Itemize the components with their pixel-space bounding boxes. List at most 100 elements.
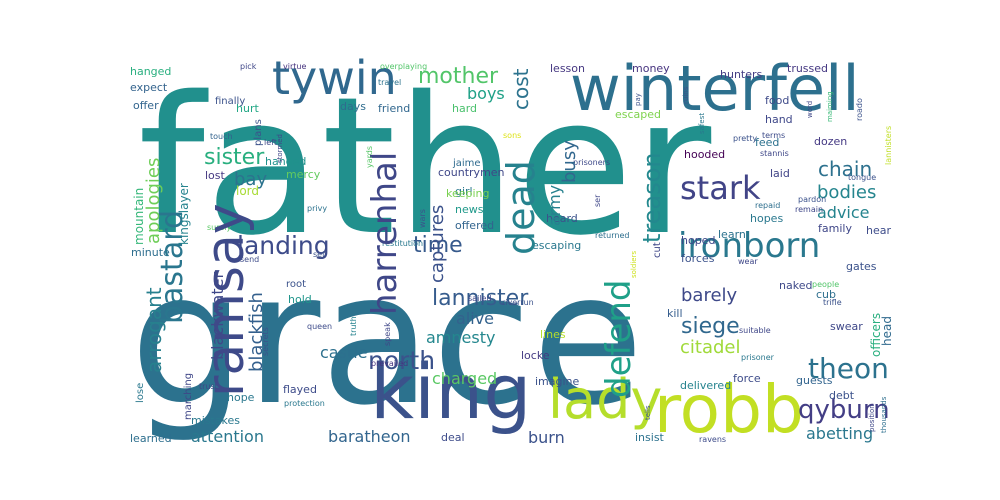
word-lannister: lannister: [432, 286, 529, 311]
word-terms: pretty: [733, 134, 757, 143]
word-returned: speak: [383, 322, 392, 346]
word-thousands: trust: [199, 382, 218, 391]
word-girl: girl: [455, 185, 473, 198]
word-handed: handed: [265, 155, 306, 168]
word-secrets: send: [240, 255, 259, 264]
word-attention: attention: [191, 427, 264, 446]
word-ruins: sailed: [468, 294, 492, 303]
word-lannisters: tongue: [848, 173, 876, 182]
word-chain: chain: [818, 157, 872, 181]
word-kingslayer: kingslayer: [177, 183, 191, 245]
word-hear: hear: [866, 224, 891, 237]
word-barely: barely: [681, 285, 738, 306]
word-safest: prevailed: [371, 359, 408, 368]
word-defend: defend: [599, 279, 639, 398]
word-mother: mother: [418, 64, 499, 89]
word-wars: sons: [503, 131, 521, 140]
word-debt: debt: [829, 389, 855, 402]
word-alive: alive: [456, 309, 494, 328]
word-cut: cut: [652, 242, 663, 258]
word-landing: landing: [237, 231, 330, 260]
word-ironborn: ironborn: [678, 226, 820, 266]
word-captures: captures: [427, 205, 448, 283]
word-prevailed: truth: [349, 316, 358, 336]
word-heard: heard: [546, 212, 578, 225]
word-prisoner: wear: [738, 257, 758, 266]
word-bodies: bodies: [817, 182, 876, 203]
word-touch: travel: [378, 78, 401, 87]
word-wear: riverrun: [502, 298, 534, 307]
word-finally: finally: [215, 96, 245, 107]
word-hope: hope: [227, 391, 255, 404]
word-amnesty: amnesty: [426, 328, 495, 347]
word-tywin: tywin: [272, 51, 397, 105]
word-mountain: mountain: [132, 188, 146, 245]
word-keeping: keeping: [446, 187, 490, 200]
word-pay: people: [812, 280, 839, 289]
word-root: root: [286, 279, 306, 290]
word-pretty: ser: [593, 194, 602, 207]
word-locke: locke: [521, 349, 550, 362]
word-time: time: [413, 233, 463, 258]
word-yards: stormed: [276, 134, 284, 163]
word-force: force: [733, 372, 761, 385]
word-army: army: [545, 185, 564, 226]
word-head: head: [880, 316, 894, 346]
word-arrogant: arrogant: [142, 287, 166, 373]
word-stark: stark: [680, 169, 761, 207]
word-kill: kill: [667, 307, 683, 320]
word-advice: advice: [817, 203, 870, 222]
word-baratheon: baratheon: [328, 427, 411, 446]
word-prisoners: wars: [418, 209, 427, 228]
word-harrenhal: harrenhal: [365, 152, 405, 315]
word-trussed: trussed: [787, 62, 828, 75]
word-grace: grace: [130, 233, 644, 445]
word-maiming: lannisters: [884, 126, 893, 165]
word-gates: gates: [846, 260, 877, 273]
word-stormed: left: [264, 138, 277, 147]
word-offered: offered: [455, 219, 494, 232]
word-lose: lose: [135, 383, 146, 403]
word-set: pay: [634, 93, 642, 106]
word-send: ruins: [682, 86, 690, 104]
word-sister: sister: [204, 145, 265, 170]
word-riverrun: queen: [307, 322, 332, 331]
word-protection: position: [868, 404, 876, 432]
word-hunters: hunters: [720, 68, 763, 81]
word-roado: maiming: [826, 91, 834, 122]
word-bastard: bastard: [155, 210, 190, 324]
word-soldiers: trifle: [823, 298, 842, 307]
word-ramsay: ramsay: [196, 203, 256, 397]
word-countrymen: countrymen: [438, 166, 505, 179]
word-trust: prisoner: [741, 353, 775, 362]
word-pardon: repaid: [755, 201, 780, 210]
word-minute: minute: [131, 246, 170, 259]
word-dead: dead: [499, 160, 543, 255]
word-insist: insist: [635, 431, 665, 444]
word-plans: touch: [210, 132, 233, 141]
word-people: returned: [595, 231, 629, 240]
word-ravens: suitable: [739, 326, 771, 335]
word-suitable: tells: [644, 405, 652, 420]
word-mistakes: mistakes: [191, 414, 240, 427]
word-mercy: mercy: [286, 168, 321, 181]
word-privy: safest: [698, 113, 706, 134]
word-robb: robb: [654, 371, 804, 448]
word-laid: laid: [770, 167, 790, 180]
word-bay: bay: [234, 169, 267, 190]
word-escaped: escaped: [615, 108, 661, 121]
word-deal: deal: [441, 431, 465, 444]
word-lines: lines: [540, 328, 566, 341]
word-theon: theon: [808, 352, 889, 385]
word-busy: busy: [559, 140, 580, 183]
word-position: ravens: [699, 435, 726, 444]
word-offer: offer: [133, 99, 159, 112]
word-days: days: [340, 100, 366, 113]
word-remain: pardon: [798, 195, 826, 204]
word-hurt: hurt: [236, 102, 259, 115]
word-delivered: delivered: [680, 379, 731, 392]
word-cost: cost: [509, 68, 533, 110]
word-left: plans: [253, 119, 264, 146]
word-speak: restitution: [382, 239, 423, 248]
word-charged: charged: [432, 369, 497, 388]
